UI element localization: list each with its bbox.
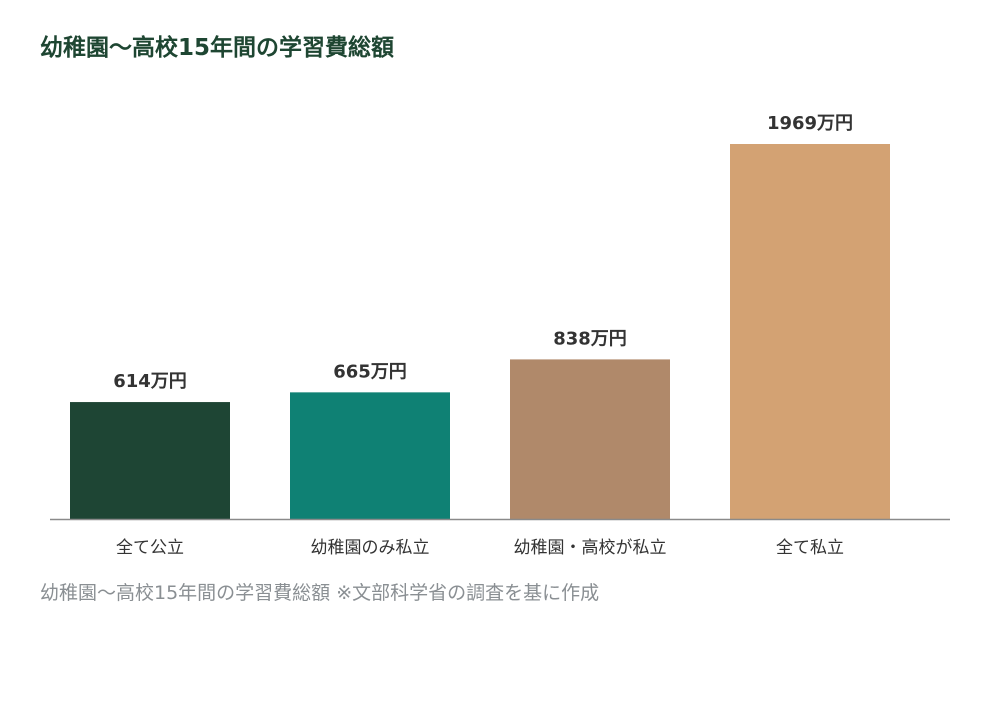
value-label-4: 1969万円 — [767, 113, 853, 134]
value-labels-group: 614万円 665万円 838万円 1969万円 — [113, 113, 853, 392]
bar-1 — [70, 402, 230, 519]
value-label-2: 665万円 — [333, 361, 407, 382]
category-labels-group: 全て公立 幼稚園のみ私立 幼稚園・高校が私立 全て私立 — [116, 538, 844, 558]
value-label-1: 614万円 — [113, 371, 187, 392]
category-label-1: 全て公立 — [116, 538, 184, 558]
category-label-2: 幼稚園のみ私立 — [311, 538, 430, 558]
category-label-3: 幼稚園・高校が私立 — [514, 538, 667, 558]
bar-3 — [510, 359, 670, 519]
value-label-3: 838万円 — [553, 328, 627, 349]
bar-4 — [730, 144, 890, 519]
bar-2 — [290, 392, 450, 519]
chart-title: 幼稚園〜高校15年間の学習費総額 — [40, 35, 395, 61]
bars-group — [70, 144, 890, 519]
category-label-4: 全て私立 — [776, 538, 844, 558]
chart-caption: 幼稚園〜高校15年間の学習費総額 ※文部科学省の調査を基に作成 — [40, 582, 600, 604]
